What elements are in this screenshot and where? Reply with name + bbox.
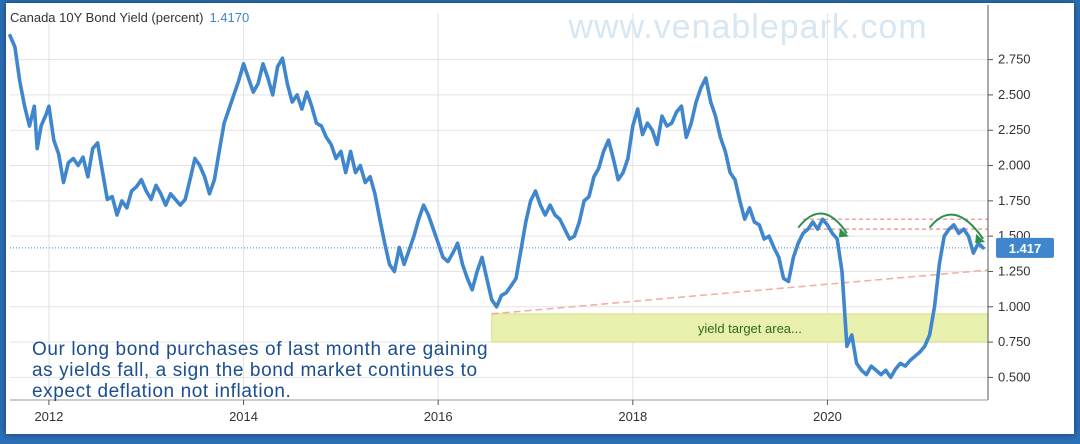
peak-arc bbox=[797, 212, 848, 234]
y-tick-label: 2.750 bbox=[998, 52, 1031, 67]
current-value-badge-box bbox=[996, 237, 1054, 258]
callout-line: as yields fall, a sign the bond market c… bbox=[32, 360, 478, 381]
last-value-label: 1.4170 bbox=[209, 10, 249, 25]
x-axis: 2012 2014 2016 2018 2020 bbox=[34, 400, 842, 424]
y-tick-label: 0.750 bbox=[998, 334, 1031, 349]
yield-target-area-label: yield target area... bbox=[698, 321, 802, 336]
chart-title: Canada 10Y Bond Yield (percent) 1.4170 bbox=[10, 10, 249, 25]
y-tick-label: 2.250 bbox=[998, 122, 1031, 137]
y-tick-label: 2.000 bbox=[998, 158, 1031, 173]
trend-line bbox=[491, 269, 989, 315]
x-tick-label: 2020 bbox=[813, 409, 842, 424]
callout-line: Our long bond purchases of last month ar… bbox=[32, 339, 488, 360]
x-tick-label: 2012 bbox=[34, 409, 63, 424]
chart-title-text: Canada 10Y Bond Yield (percent) bbox=[10, 10, 203, 25]
x-tick-label: 2014 bbox=[229, 409, 258, 424]
watermark-text: www.venablepark.com bbox=[567, 8, 927, 46]
series-layer bbox=[8, 33, 985, 380]
commentary-callout: Our long bond purchases of last month ar… bbox=[32, 339, 488, 402]
yield-series-line bbox=[8, 33, 985, 380]
current-value-badge: 1.417 bbox=[996, 237, 1054, 258]
bond-yield-chart: yield target area... 2.750 2.500 2.250 2.00… bbox=[8, 5, 1054, 424]
y-tick-label: 0.500 bbox=[998, 369, 1031, 384]
y-tick-label: 1.000 bbox=[998, 299, 1031, 314]
y-axis: 2.7502.5002.2502.0001.7501.5001.2501.000… bbox=[988, 52, 1031, 384]
chart-card: yield target area... 2.750 2.500 2.250 2.00… bbox=[6, 3, 1074, 434]
arc-arrowhead bbox=[975, 233, 986, 243]
y-tick-label: 1.750 bbox=[998, 193, 1031, 208]
x-tick-label: 2016 bbox=[424, 409, 453, 424]
callout-line: expect deflation not inflation. bbox=[32, 381, 291, 402]
peak-arc bbox=[928, 213, 984, 240]
x-tick-label: 2018 bbox=[618, 409, 647, 424]
y-tick-label: 1.250 bbox=[998, 263, 1031, 278]
current-value-badge-text: 1.417 bbox=[1009, 241, 1042, 256]
arc-arrowhead bbox=[838, 228, 849, 238]
target-zone: yield target area... bbox=[491, 313, 989, 343]
arc-annotations bbox=[797, 212, 986, 243]
y-tick-label: 2.500 bbox=[998, 87, 1031, 102]
yield-target-area-box bbox=[491, 313, 989, 343]
